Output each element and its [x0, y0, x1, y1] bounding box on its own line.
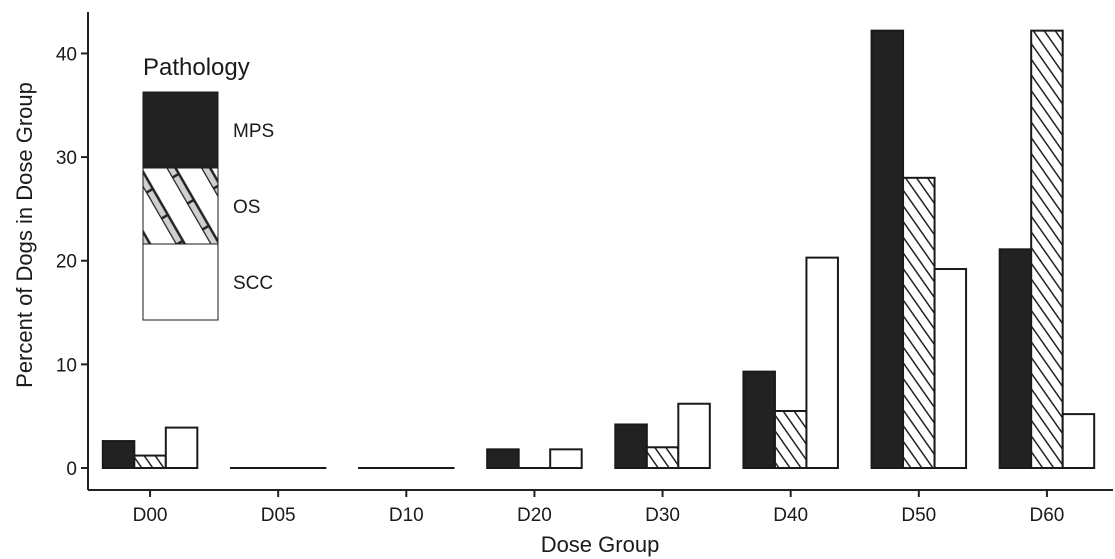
x-tick-label: D30: [645, 505, 680, 526]
y-tick-label: 40: [56, 44, 77, 65]
legend-label-mps: MPS: [233, 121, 274, 142]
bar-mps-d20: [486, 448, 520, 470]
y-tick-label: 20: [56, 252, 77, 273]
legend-key-mps: [142, 91, 219, 169]
x-ticks: D00 D05 D10 D20 D30 D40 D50 D60: [133, 490, 1065, 526]
bar-mps-d60: [998, 248, 1033, 469]
bar-scc-d40: [805, 256, 839, 470]
bar-os-d00: [133, 454, 167, 469]
y-tick-label: 30: [56, 148, 77, 169]
bar-scc-d20: [549, 448, 583, 470]
bars-layer: [101, 29, 1096, 470]
x-tick-label: D60: [1030, 505, 1065, 526]
x-tick-label: D10: [389, 505, 424, 526]
x-tick-label: D05: [261, 505, 296, 526]
bar-os-d50: [902, 176, 936, 469]
bar-mps-d40: [742, 370, 776, 470]
y-tick-label: 0: [66, 459, 77, 480]
axes: [87, 12, 1113, 491]
legend-key-os: [142, 167, 219, 245]
bar-os-d60: [1030, 29, 1064, 470]
legend-title: Pathology: [143, 54, 250, 81]
x-tick-label: D50: [901, 505, 936, 526]
bar-scc-d50: [933, 268, 968, 469]
x-axis-title: Dose Group: [541, 532, 660, 557]
x-tick-label: D20: [517, 505, 552, 526]
bar-mps-d50: [870, 29, 905, 470]
y-axis-title: Percent of Dogs in Dose Group: [12, 82, 37, 388]
x-tick-label: D00: [133, 505, 168, 526]
legend: Pathology MPS OS SCC: [142, 54, 274, 321]
bar-scc-d60: [1061, 413, 1096, 470]
y-tick-label: 10: [56, 355, 77, 376]
bar-os-d30: [645, 446, 680, 470]
legend-key-scc: [142, 243, 219, 321]
bar-mps-d30: [614, 423, 648, 469]
bar-scc-d00: [164, 426, 199, 469]
x-tick-label: D40: [773, 505, 808, 526]
bar-os-d40: [773, 410, 808, 469]
y-ticks: 0 10 20 30 40: [56, 44, 88, 480]
legend-items: MPS OS SCC: [142, 91, 274, 321]
legend-label-os: OS: [233, 197, 260, 218]
bar-mps-d00: [101, 440, 136, 469]
bar-scc-d30: [677, 402, 711, 469]
legend-label-scc: SCC: [233, 273, 273, 294]
